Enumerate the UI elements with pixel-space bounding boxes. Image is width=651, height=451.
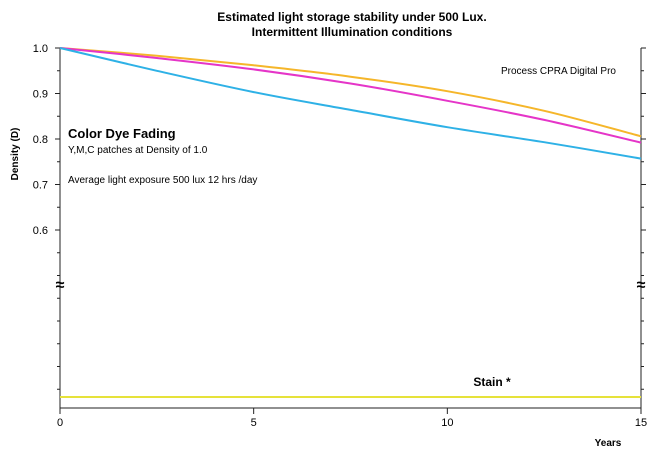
series-group [59,47,642,160]
x-tick-label-3: 15 [635,417,647,429]
x-axis-label: Years [595,438,622,449]
axis-break-right: ≈ [637,277,646,294]
series-line-1 [59,47,642,144]
x-tick-label-1: 5 [251,417,257,429]
x-tick-label-2: 10 [441,417,453,429]
y-ticks: 1.0 0.9 0.8 0.7 0.6 [33,43,646,237]
x-tick-label-0: 0 [57,417,63,429]
y-tick-label-4: 0.6 [33,225,48,237]
chart-title-line2: Intermittent Illumination conditions [252,25,453,39]
fade-subtitle: Y,M,C patches at Density of 1.0 [68,145,208,156]
exposure-label: Average light exposure 500 lux 12 hrs /d… [68,175,257,186]
y-tick-label-0: 1.0 [33,43,48,55]
y-tick-label-2: 0.8 [33,134,48,146]
fade-title: Color Dye Fading [68,126,176,141]
axis-break-left: ≈ [56,277,65,294]
stain-label: Stain * [473,375,511,389]
axes [59,48,642,409]
chart-title-line1: Estimated light storage stability under … [217,10,486,24]
process-label: Process CPRA Digital Pro [501,66,616,77]
y-axis-label: Density (D) [10,128,21,181]
y-tick-label-3: 0.7 [33,180,48,192]
y-tick-label-1: 0.9 [33,89,48,101]
series-line-2 [59,47,642,160]
y-minor-ticks [57,70,644,390]
series-line-0 [59,47,642,138]
x-ticks: 0 5 10 15 [57,408,647,429]
